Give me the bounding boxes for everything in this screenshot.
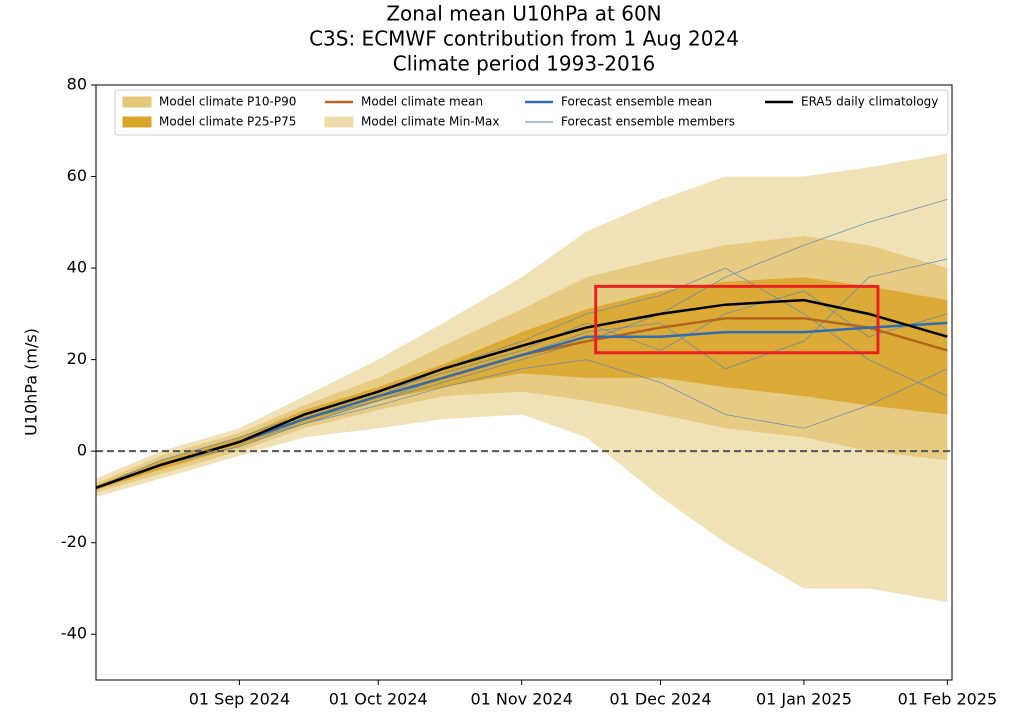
y-tick-label: -20 xyxy=(61,532,87,551)
y-tick-label: 40 xyxy=(67,258,87,277)
legend-swatch xyxy=(122,116,152,128)
ensemble-member xyxy=(96,290,948,489)
legend-label: Model climate mean xyxy=(361,95,483,109)
chart-subtitle: C3S: ECMWF contribution from 1 Aug 2024 xyxy=(309,27,739,51)
legend-label: Model climate P25-P75 xyxy=(159,115,296,129)
y-tick-label: 20 xyxy=(67,349,87,368)
highlight-box xyxy=(594,284,880,355)
y-axis-label: U10hPa (m/s) xyxy=(22,328,41,436)
plot-area xyxy=(96,153,948,603)
y-tick-label: 60 xyxy=(67,166,87,185)
plot-frame xyxy=(95,84,953,681)
x-tick-label: 01 Feb 2025 xyxy=(898,690,998,709)
y-tick-label: 0 xyxy=(77,441,87,460)
legend-label: Model climate Min-Max xyxy=(361,115,500,129)
x-tick-label: 01 Oct 2024 xyxy=(329,690,428,709)
series-line xyxy=(96,298,948,489)
legend-swatch xyxy=(122,96,152,108)
x-tick-label: 01 Jan 2025 xyxy=(756,690,852,709)
x-tick-label: 01 Dec 2024 xyxy=(609,690,711,709)
legend-label: ERA5 daily climatology xyxy=(801,95,938,109)
band xyxy=(96,277,948,491)
x-tick-label: 01 Sep 2024 xyxy=(189,690,290,709)
legend-label: Forecast ensemble members xyxy=(561,115,735,129)
legend-label: Model climate P10-P90 xyxy=(159,95,296,109)
y-tick-label: 80 xyxy=(67,75,87,94)
y-tick-label: -40 xyxy=(61,624,87,643)
x-tick-label: 01 Nov 2024 xyxy=(470,690,572,709)
legend-box xyxy=(114,89,949,136)
legend-swatch xyxy=(324,116,354,128)
chart-title: Zonal mean U10hPa at 60N xyxy=(386,2,661,26)
legend-label: Forecast ensemble mean xyxy=(561,95,712,109)
chart-subtitle: Climate period 1993-2016 xyxy=(393,52,655,76)
